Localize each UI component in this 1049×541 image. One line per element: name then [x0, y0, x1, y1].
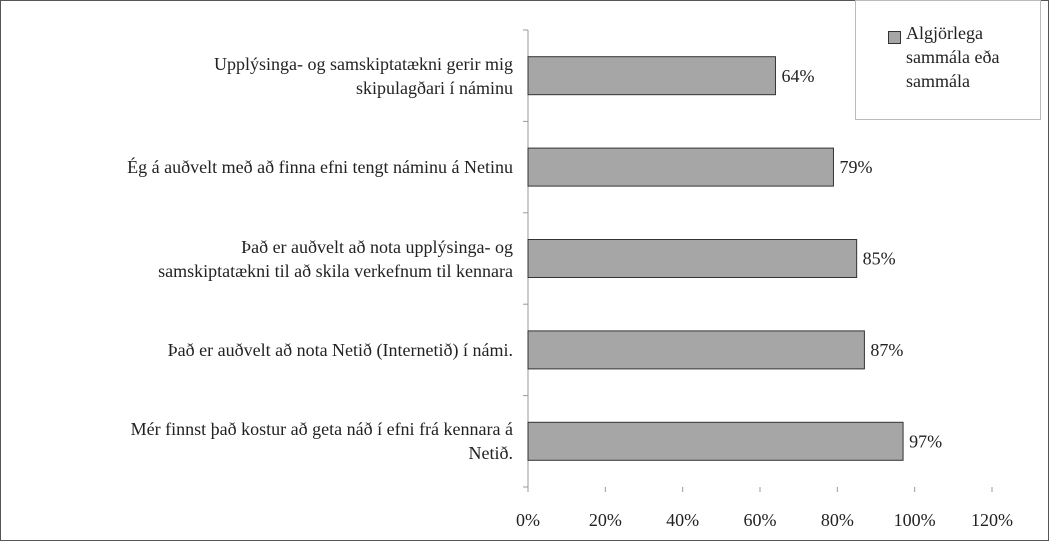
- value-label: 97%: [909, 431, 942, 451]
- bar: [527, 421, 904, 461]
- bar: [527, 330, 865, 370]
- x-tick-label: 20%: [589, 510, 622, 530]
- x-tick-label: 120%: [971, 510, 1013, 530]
- value-label: 85%: [863, 249, 896, 269]
- y-tick-label: Það er auðvelt að nota upplýsinga- og sa…: [158, 236, 513, 281]
- x-tick-label: 60%: [744, 510, 777, 530]
- y-tick-label: Það er auðvelt að nota Netið (Internetið…: [167, 339, 513, 360]
- value-label: 64%: [781, 66, 814, 86]
- x-tick-label: 0%: [516, 510, 540, 530]
- legend-label: Algjörlega sammála eða sammála: [906, 23, 1000, 91]
- legend: Algjörlega sammála eða sammála: [855, 0, 1041, 120]
- y-tick-label: Upplýsinga- og samskiptatækni gerir mig …: [214, 53, 513, 98]
- y-tick-label: Ég á auðvelt með að finna efni tengt nám…: [127, 157, 513, 178]
- bar: [527, 147, 834, 187]
- legend-swatch: [888, 31, 901, 44]
- y-tick-label: Mér finnst það kostur að geta náð í efni…: [130, 419, 513, 464]
- x-tick-label: 80%: [821, 510, 854, 530]
- value-label: 79%: [839, 157, 872, 177]
- x-tick-label: 100%: [894, 510, 936, 530]
- bar: [527, 239, 858, 278]
- bar: [527, 56, 776, 96]
- value-label: 87%: [870, 340, 903, 360]
- x-tick-label: 40%: [666, 510, 699, 530]
